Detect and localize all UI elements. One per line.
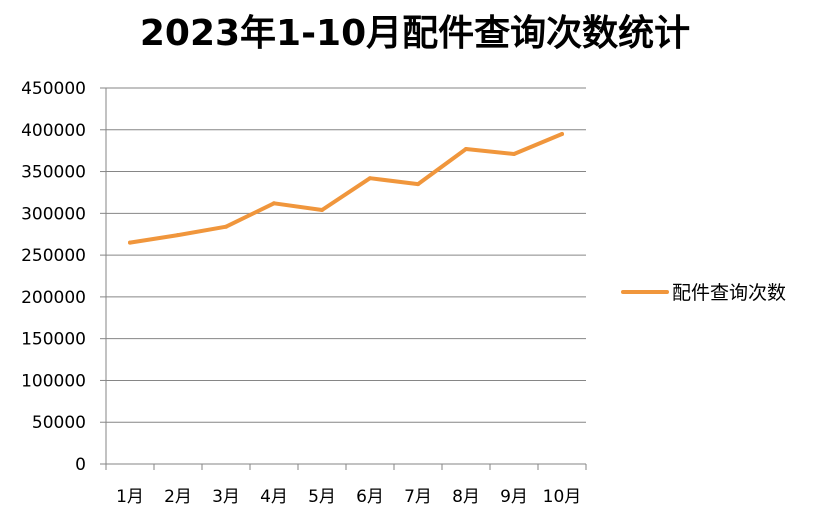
series-line — [128, 132, 564, 245]
y-tick-label: 100000 — [21, 371, 86, 391]
data-point — [176, 233, 180, 238]
x-tick-label: 4月 — [260, 487, 288, 507]
y-tick-label: 250000 — [21, 246, 86, 266]
y-tick-label: 0 — [75, 455, 86, 475]
y-axis-tick-labels: 0 50000 100000 150000 200000 250000 300000 3500… — [21, 79, 86, 475]
y-tick-label: 400000 — [21, 121, 86, 141]
x-tick-label: 8月 — [452, 487, 480, 507]
data-point — [368, 176, 372, 181]
data-point — [512, 152, 516, 157]
x-tick-label: 9月 — [500, 487, 528, 507]
data-point — [416, 182, 420, 187]
y-tick-label: 350000 — [21, 163, 86, 183]
x-axis-tick-labels: 1月 2月 3月 4月 5月 6月 7月 8月 9月 10月 — [116, 487, 581, 507]
axes — [100, 87, 587, 470]
y-tick-label: 150000 — [21, 330, 86, 350]
data-point — [272, 201, 276, 206]
x-tick-label: 1月 — [116, 487, 144, 507]
x-tick-label: 5月 — [308, 487, 336, 507]
y-tick-label: 200000 — [21, 288, 86, 308]
x-tick-label: 6月 — [356, 487, 384, 507]
data-point — [320, 207, 324, 212]
x-tick-label: 10月 — [543, 487, 582, 507]
chart-title: 2023年1-10月配件查询次数统计 — [140, 13, 690, 54]
series-lines — [128, 131, 564, 245]
y-tick-label: 50000 — [32, 413, 86, 433]
legend-label: 配件查询次数 — [672, 282, 786, 304]
gridlines — [106, 87, 586, 423]
legend: 配件查询次数 — [621, 282, 786, 304]
x-tick-label: 3月 — [212, 487, 240, 507]
data-point — [464, 146, 468, 151]
y-tick-label: 300000 — [21, 204, 86, 224]
y-tick-label: 450000 — [21, 79, 86, 99]
data-point — [560, 131, 564, 136]
data-point — [128, 240, 132, 245]
x-tick-label: 2月 — [164, 487, 192, 507]
x-tick-label: 7月 — [404, 487, 432, 507]
data-point — [224, 224, 228, 229]
